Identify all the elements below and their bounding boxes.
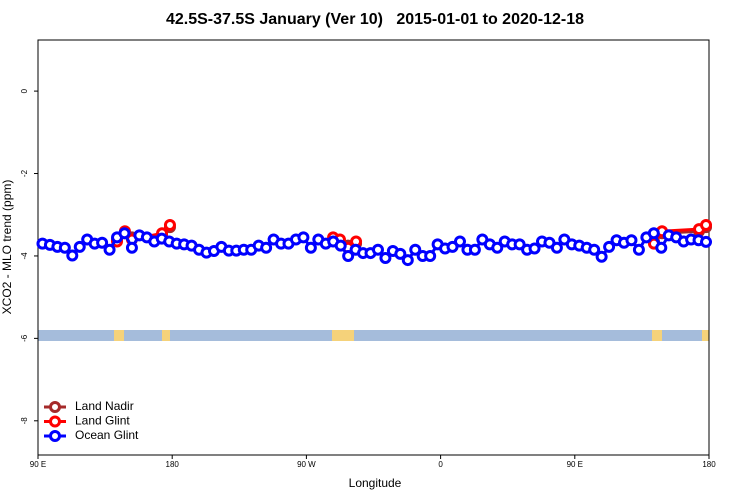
point [125, 241, 138, 254]
point [297, 231, 310, 244]
y-tick-label: -8 [20, 417, 29, 425]
point [58, 241, 71, 254]
point [491, 241, 504, 254]
point [96, 236, 109, 249]
point [118, 227, 131, 240]
y-tick-label: -4 [20, 252, 29, 260]
y-axis-label: XCO2 - MLO trend (ppm) [0, 180, 14, 315]
point [446, 240, 459, 253]
point [603, 240, 616, 253]
surface-strip [38, 330, 709, 341]
strip-land [702, 330, 709, 341]
point [625, 234, 638, 247]
legend-marker [49, 430, 61, 442]
chart-title: 42.5S-37.5S January (Ver 10) 2015-01-01 … [166, 11, 584, 28]
legend-label: Land Glint [75, 414, 130, 428]
strip-land [114, 330, 124, 341]
x-tick-label: 180 [702, 460, 716, 469]
x-axis-label: Longitude [349, 476, 402, 490]
y-tick-label: 0 [20, 88, 29, 93]
strip-land [332, 330, 354, 341]
point [163, 219, 176, 232]
point [632, 243, 645, 256]
strip-land [652, 330, 662, 341]
point [371, 243, 384, 256]
point [379, 252, 392, 265]
point [513, 238, 526, 251]
point [342, 249, 355, 262]
point [528, 242, 541, 255]
point [424, 249, 437, 262]
x-tick-label: 90 E [567, 460, 583, 469]
point [260, 241, 273, 254]
point [453, 235, 466, 248]
point [655, 241, 668, 254]
point [700, 219, 713, 232]
point [595, 250, 608, 263]
point [647, 227, 660, 240]
point [394, 247, 407, 260]
legend-label: Land Nadir [75, 399, 134, 413]
point [588, 243, 601, 256]
x-tick-label: 0 [438, 460, 443, 469]
legend-label: Ocean Glint [75, 428, 139, 442]
point [401, 254, 414, 267]
point [73, 240, 86, 253]
point [550, 241, 563, 254]
strip-land [162, 330, 170, 341]
x-tick-label: 90 E [30, 460, 46, 469]
x-tick-label: 90 W [297, 460, 316, 469]
x-tick-label: 180 [166, 460, 180, 469]
point [700, 235, 713, 248]
strip-ocean [38, 330, 709, 341]
y-tick-label: -6 [20, 334, 29, 342]
y-tick-label: -2 [20, 169, 29, 177]
point [334, 239, 347, 252]
legend-marker [49, 415, 61, 428]
point [66, 249, 79, 262]
point [304, 241, 317, 254]
legend-marker [49, 401, 61, 413]
point [103, 243, 116, 256]
point [468, 243, 481, 256]
point [409, 243, 422, 256]
